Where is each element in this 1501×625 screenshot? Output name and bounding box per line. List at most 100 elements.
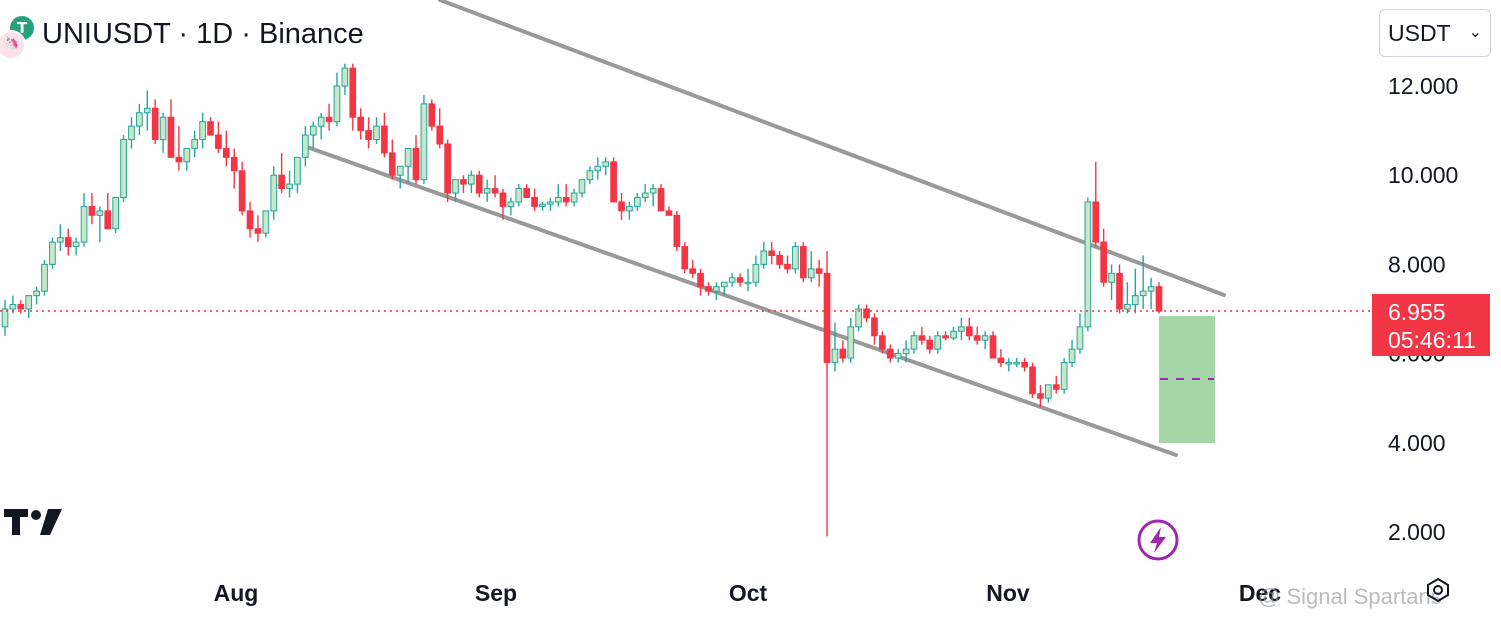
candle-body	[222, 147, 230, 158]
candle-body	[452, 179, 459, 194]
chart-title: UNIUSDT · 1D · Binance	[42, 17, 364, 50]
current-price: 6.955	[1388, 299, 1446, 325]
candle-body	[689, 268, 697, 274]
candle-body	[80, 205, 88, 243]
candle-body	[333, 85, 341, 123]
candle-body	[894, 353, 902, 359]
watermark-text: @ Signal Spartans	[1258, 584, 1442, 609]
candle-countdown: 05:46:11	[1388, 327, 1476, 353]
candle-body	[618, 201, 625, 212]
candle-body	[531, 197, 538, 207]
candle-body	[341, 67, 349, 87]
candle-body	[230, 156, 238, 172]
y-tick-label: 2.000	[1388, 519, 1446, 545]
candle-body	[1116, 272, 1123, 310]
candle-body	[942, 335, 949, 339]
candle-body	[1, 308, 9, 328]
candle-body	[744, 281, 752, 285]
candle-body	[302, 134, 309, 158]
candle-body	[871, 317, 878, 337]
candle-body	[1044, 384, 1052, 399]
candle-body	[207, 121, 214, 136]
candle-body	[973, 335, 981, 341]
candle-body	[349, 67, 357, 118]
currency-selector[interactable]: USDT ⌄	[1379, 9, 1491, 57]
candle-body	[649, 188, 657, 194]
candle-body	[104, 210, 112, 230]
candle-body	[499, 192, 507, 207]
candle-body	[1108, 272, 1115, 283]
candle-body	[25, 295, 33, 310]
candle-body	[610, 161, 617, 203]
candle-body	[965, 326, 973, 337]
candle-body	[926, 339, 934, 350]
candle-body	[515, 188, 523, 203]
candle-body	[863, 308, 870, 319]
candle-body	[254, 228, 262, 234]
candle-body	[847, 326, 855, 359]
candle-body	[33, 290, 40, 297]
y-tick-label: 12.000	[1388, 73, 1458, 99]
candle-body	[246, 210, 254, 230]
candle-body	[238, 170, 246, 212]
candle-body	[633, 197, 641, 207]
candle-body	[554, 197, 562, 203]
candle-body	[799, 246, 807, 279]
x-tick-label: Dec	[1239, 580, 1281, 606]
x-tick-label: Oct	[729, 580, 768, 606]
candle-body	[396, 165, 404, 176]
candle-body	[879, 335, 886, 350]
y-tick-label: 4.000	[1388, 430, 1446, 456]
candle-body	[815, 268, 823, 274]
candle-body	[1147, 286, 1155, 292]
candle-body	[483, 188, 491, 194]
candle-body	[547, 201, 554, 205]
candle-body	[989, 335, 997, 359]
y-tick-label: 8.000	[1388, 251, 1446, 277]
candle-body	[1155, 286, 1163, 312]
tradingview-logo-icon[interactable]	[4, 505, 66, 537]
candle-body	[1092, 201, 1100, 243]
chevron-down-icon: ⌄	[1468, 22, 1482, 41]
chart-header: UNIUSDT · 1D · Binance	[0, 12, 364, 60]
candle-body	[199, 121, 206, 141]
lightning-icon[interactable]	[1136, 518, 1180, 562]
candle-body	[373, 125, 380, 141]
candle-body	[444, 143, 451, 194]
candle-body	[839, 348, 847, 359]
candle-body	[404, 147, 412, 167]
candle-body	[886, 348, 894, 359]
x-tick-label: Nov	[986, 580, 1030, 606]
candle-body	[120, 139, 127, 199]
candle-body	[823, 272, 831, 364]
candle-body	[752, 263, 760, 283]
candle-body	[143, 107, 151, 114]
candle-body	[420, 103, 428, 181]
candle-body	[602, 161, 610, 167]
candle-body	[1052, 384, 1060, 390]
candle-body	[128, 125, 135, 141]
candle-body	[1076, 326, 1084, 350]
candle-body	[720, 281, 728, 288]
candle-body	[278, 174, 285, 190]
candle-body	[1084, 201, 1092, 328]
candle-body	[594, 165, 602, 172]
candle-body	[673, 214, 681, 248]
candle-body	[365, 130, 372, 141]
target-zone-box	[1159, 316, 1215, 443]
candle-body	[388, 152, 396, 176]
candle-body	[317, 116, 325, 127]
x-tick-label: Aug	[214, 580, 259, 606]
candle-body	[981, 335, 989, 341]
settings-hex-icon[interactable]	[1424, 576, 1452, 604]
candle-body	[357, 116, 365, 132]
candle-body	[136, 112, 143, 127]
usdt-uni-pair-icon	[0, 12, 34, 60]
candle-body	[831, 348, 839, 364]
candle-body	[64, 237, 72, 248]
candle-body	[262, 210, 270, 234]
candle-body	[294, 156, 301, 185]
candle-body	[1021, 362, 1028, 368]
candle-body	[997, 357, 1005, 364]
